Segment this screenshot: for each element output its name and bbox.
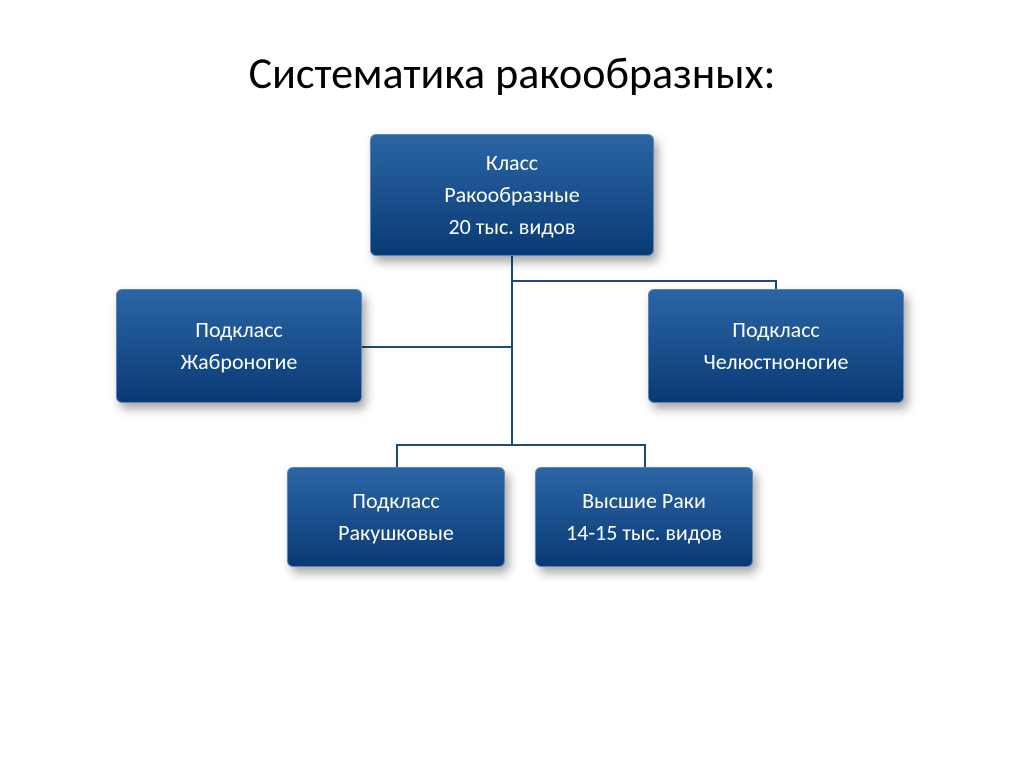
node-ostracoda-line-0: Подкласс: [352, 485, 439, 517]
connector-4: [396, 444, 644, 446]
connector-1: [362, 346, 512, 348]
node-branchiopoda-line-0: Подкласс: [195, 314, 282, 346]
node-branchiopoda-line-1: Жаброногие: [181, 346, 298, 378]
node-malacostraca: Высшие Раки14-15 тыс. видов: [535, 467, 753, 567]
node-root-line-1: Ракообразные: [444, 179, 579, 211]
slide: Систематика ракообразных: КлассРакообраз…: [0, 0, 1024, 768]
node-maxillopoda-line-1: Челюстноногие: [704, 346, 849, 378]
node-ostracoda-line-1: Ракушковые: [338, 517, 454, 549]
node-maxillopoda-line-0: Подкласс: [732, 314, 819, 346]
connector-2: [511, 280, 777, 282]
connector-0: [511, 256, 513, 446]
node-branchiopoda: ПодклассЖаброногие: [116, 289, 362, 403]
node-root-line-0: Класс: [486, 147, 538, 179]
node-root: КлассРакообразные20 тыс. видов: [370, 134, 654, 256]
connector-5: [396, 444, 398, 468]
slide-title: Систематика ракообразных:: [0, 46, 1024, 100]
connector-6: [644, 444, 646, 468]
node-malacostraca-line-1: 14-15 тыс. видов: [566, 517, 722, 549]
node-ostracoda: ПодклассРакушковые: [287, 467, 505, 567]
node-root-line-2: 20 тыс. видов: [449, 211, 576, 243]
node-maxillopoda: ПодклассЧелюстноногие: [648, 289, 904, 403]
node-malacostraca-line-0: Высшие Раки: [582, 485, 706, 517]
